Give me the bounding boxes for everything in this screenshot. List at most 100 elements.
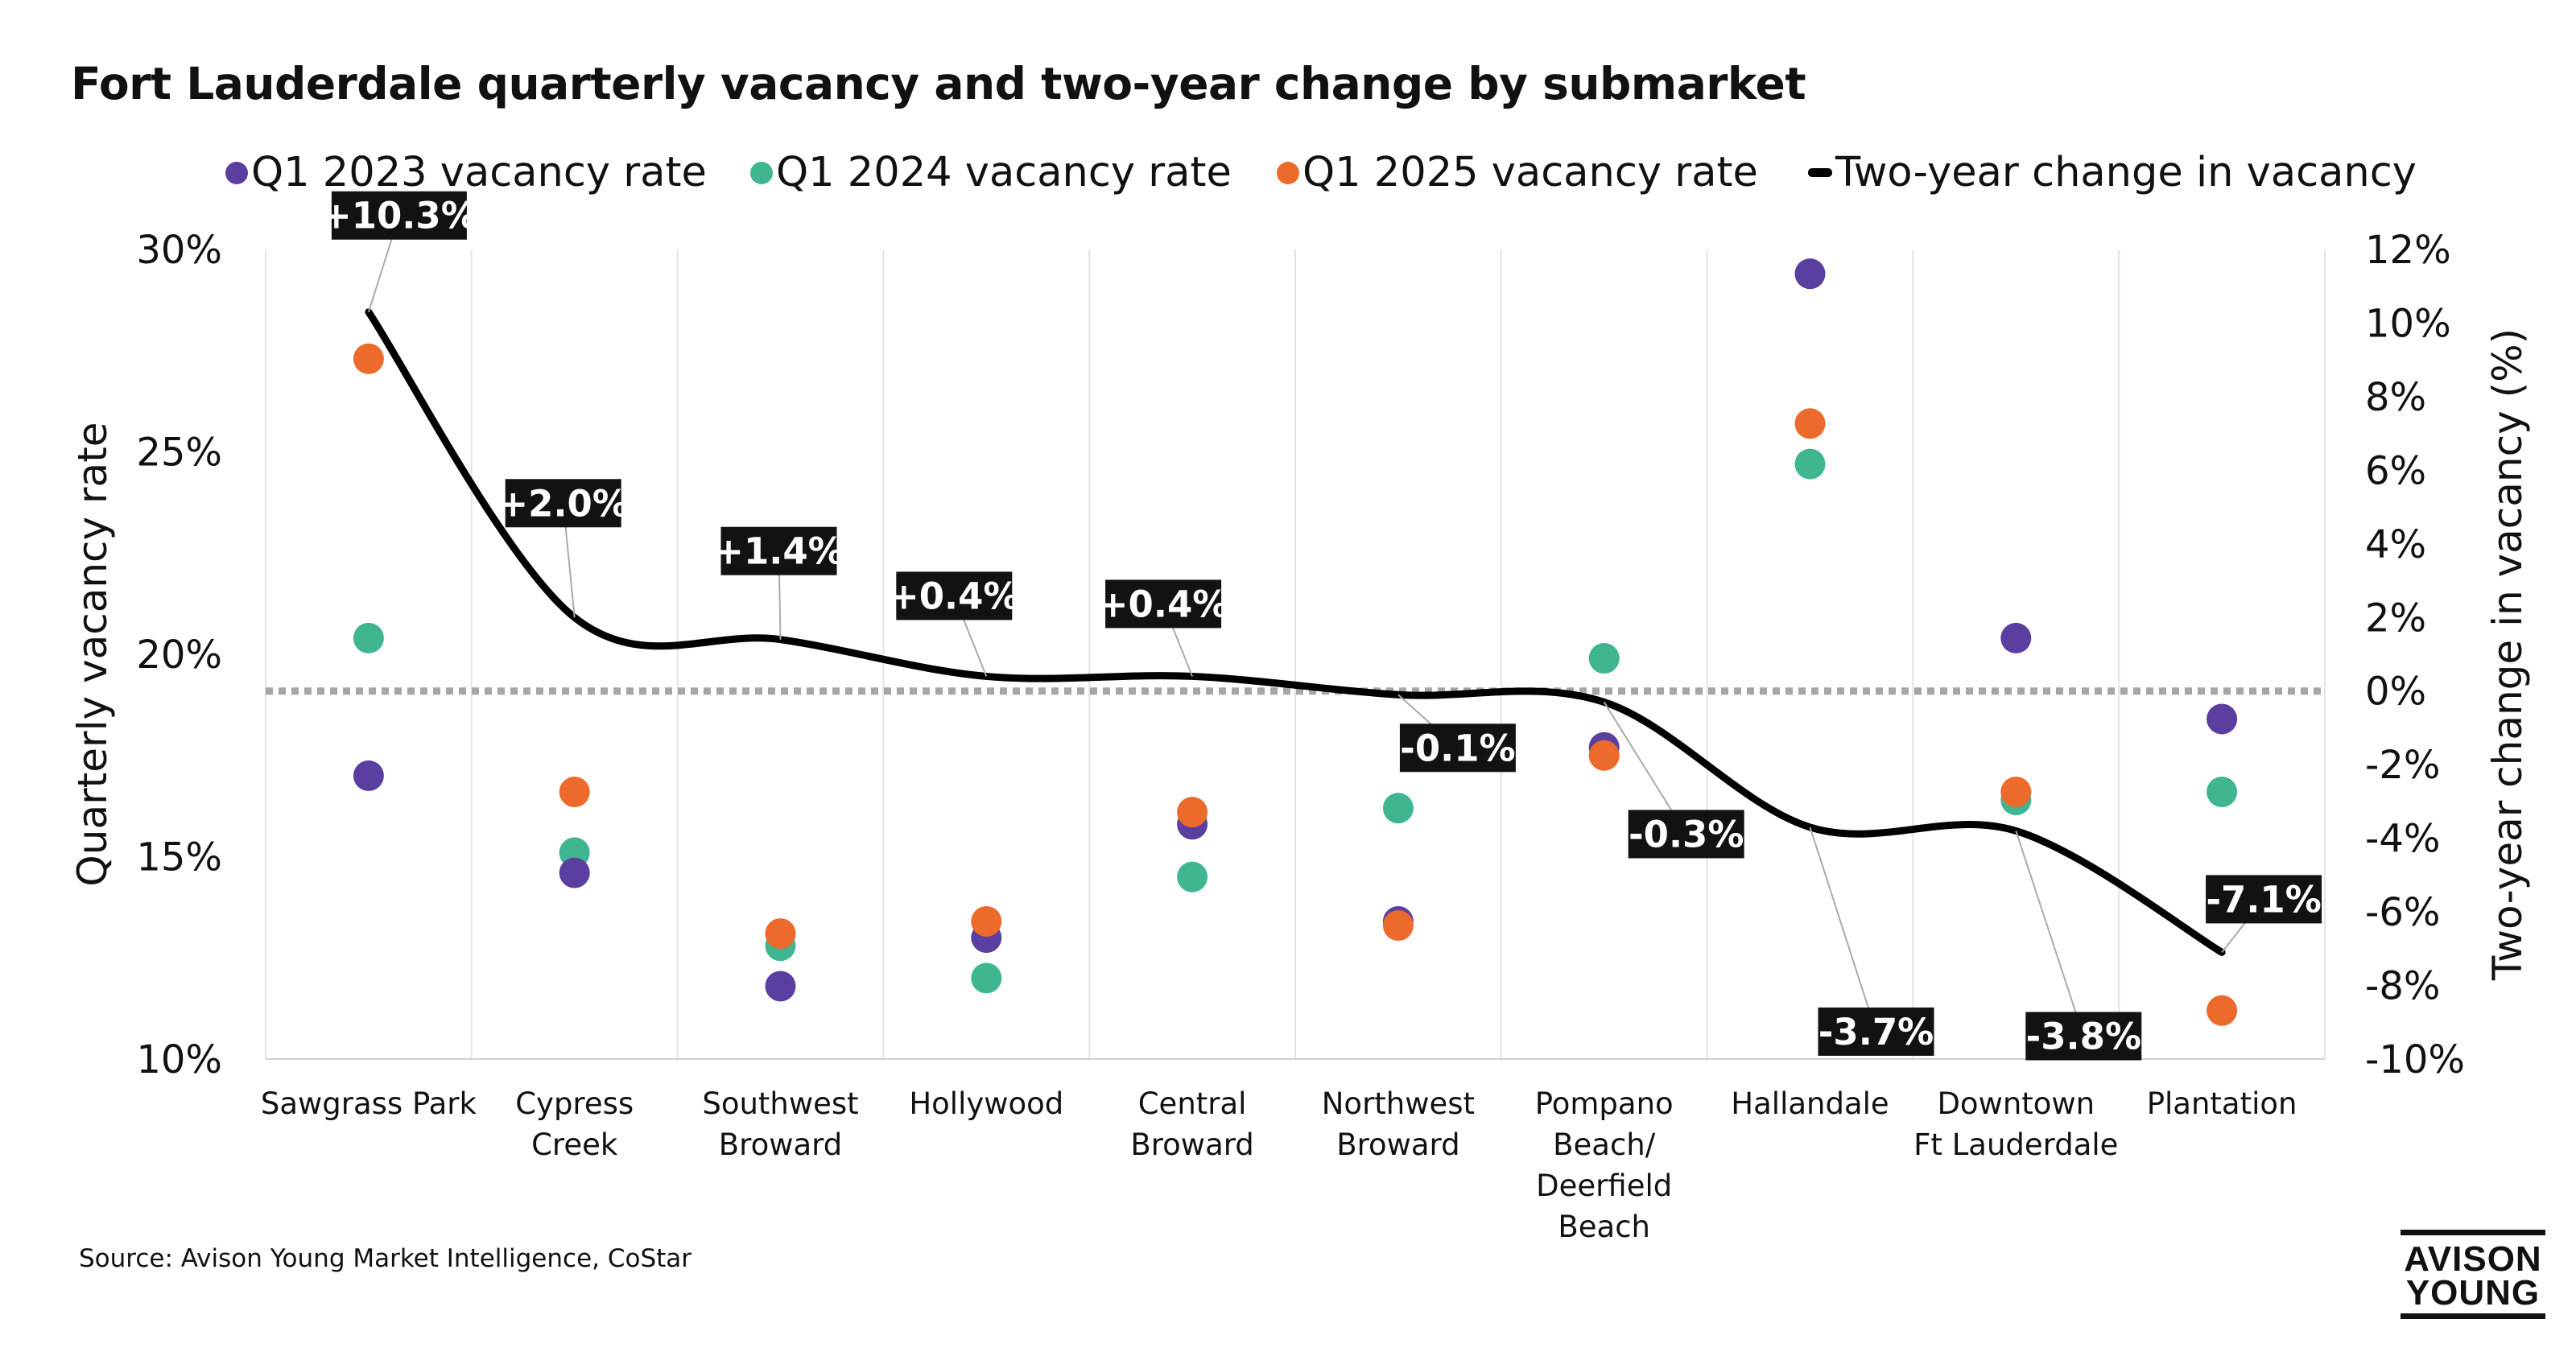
legend-item-q1-2023: Q1 2023 vacancy rate [225,149,707,196]
point-q1-2025 [971,905,1002,937]
legend-marker-q1-2024 [750,161,773,184]
logo-line-1: AVISON [2404,1239,2542,1279]
x-tick-label: Northwest [1322,1086,1475,1121]
point-q1-2024 [1382,793,1414,824]
data-label-text: +0.4% [1098,583,1229,625]
data-label-text: -7.1% [2206,878,2321,921]
point-q1-2024 [971,962,1002,994]
point-q1-2023 [2207,703,2238,735]
legend-label-q1-2025: Q1 2025 vacancy rate [1302,149,1758,196]
y2-tick-label: 12% [2365,228,2451,273]
legend-item-two-year-change: Two-year change in vacancy [1808,149,2417,196]
y-tick-label: 10% [136,1037,222,1082]
y2-tick-label: -6% [2365,890,2440,935]
avison-young-logo: AVISON YOUNG [2401,1230,2545,1320]
data-label-text: +1.4% [713,530,844,573]
data-label-box [2206,875,2322,924]
point-q1-2024 [1794,448,1826,480]
y2-tick-label: 4% [2365,522,2426,567]
x-tick-label: Sawgrass Park [261,1086,477,1121]
point-q1-2024 [2207,777,2238,808]
y-axis-title: Quarterly vacancy rate [69,422,116,886]
x-tick-label: Broward [719,1127,842,1162]
data-label-leader [1809,826,1877,1033]
y-tick-label: 15% [136,835,222,880]
point-q1-2025 [1177,797,1208,828]
point-q1-2023 [765,971,796,1002]
x-tick-label: Pompano [1535,1086,1674,1121]
data-label-box [1399,723,1516,773]
legend-item-q1-2025: Q1 2025 vacancy rate [1277,149,1758,196]
y2-tick-label: 10% [2365,301,2451,346]
point-q1-2024 [353,622,384,653]
legend-label-q1-2024: Q1 2024 vacancy rate [776,149,1232,196]
data-label-text: -0.3% [1629,813,1744,855]
logo-line-2: YOUNG [2405,1273,2541,1313]
y2-tick-label: -2% [2365,743,2440,788]
x-tick-label: Broward [1336,1127,1459,1162]
data-label-leader [2015,831,2085,1037]
point-q1-2025 [2000,777,2032,808]
y2-tick-label: 2% [2365,596,2426,641]
x-tick-label: Downtown [1937,1086,2095,1121]
point-q1-2025 [765,918,796,950]
point-q1-2025 [559,777,590,808]
x-tick-label: Broward [1130,1127,1253,1162]
y-tick-label: 25% [136,431,222,476]
x-tick-label: Creek [531,1127,618,1162]
legend-marker-two-year-change [1808,168,1832,177]
point-q1-2023 [559,857,590,888]
x-tick-label: Beach [1558,1210,1650,1244]
legend-label-q1-2023: Q1 2023 vacancy rate [251,149,707,196]
x-tick-label: Hollywood [909,1086,1063,1121]
data-label-box [2025,1012,2142,1061]
point-q1-2025 [1588,740,1620,771]
source-note: Source: Avison Young Market Intelligence… [79,1244,692,1273]
legend: Q1 2023 vacancy rate Q1 2024 vacancy rat… [225,149,2463,205]
y2-tick-label: 8% [2365,375,2426,420]
point-q1-2023 [353,760,384,791]
y-tick-label: 30% [136,228,222,273]
x-tick-label: Ft Lauderdale [1913,1127,2118,1162]
point-q1-2023 [2000,622,2032,653]
x-tick-label: Cypress [515,1086,634,1121]
data-label-text: -3.7% [1818,1011,1934,1053]
x-tick-label: Deerfield [1536,1169,1672,1203]
point-q1-2024 [1177,861,1208,892]
point-q1-2025 [2207,995,2238,1026]
legend-item-q1-2024: Q1 2024 vacancy rate [750,149,1232,196]
data-label-text: +0.4% [889,575,1020,617]
data-label-box [720,526,837,575]
data-label-text: +10.3% [321,195,477,237]
data-label-text: -0.1% [1400,727,1515,769]
x-tick-label: Beach/ [1553,1127,1656,1162]
logo-bottom-rule [2401,1313,2545,1319]
data-label-box [505,479,621,528]
y2-tick-label: 6% [2365,448,2426,493]
two-year-change-line [365,308,2226,956]
data-label-box [331,191,467,240]
x-tick-label: Southwest [702,1086,858,1121]
data-label-text: -3.8% [2026,1015,2141,1057]
point-q1-2025 [1794,408,1826,439]
x-tick-label: Plantation [2147,1086,2297,1121]
x-tick-label: Central [1138,1086,1247,1121]
data-label-box [1628,810,1744,859]
y2-tick-label: -4% [2365,817,2440,862]
y-tick-label: 20% [136,633,222,678]
point-q1-2025 [1382,910,1414,942]
y2-tick-label: 0% [2365,670,2426,715]
data-label-box [896,571,1013,620]
y2-tick-label: -8% [2365,964,2440,1009]
y2-tick-label: -10% [2365,1037,2465,1082]
data-label-box [1105,579,1222,629]
chart-title: Fort Lauderdale quarterly vacancy and tw… [71,58,1806,109]
legend-marker-q1-2025 [1277,161,1299,184]
x-tick-label: Hallandale [1731,1086,1889,1121]
legend-marker-q1-2023 [225,161,248,184]
y2-axis-title: Two-year change in vacancy (%) [2484,328,2531,981]
legend-label-two-year-change: Two-year change in vacancy [1835,149,2417,196]
logo-top-rule [2401,1230,2545,1235]
point-q1-2025 [353,343,384,374]
